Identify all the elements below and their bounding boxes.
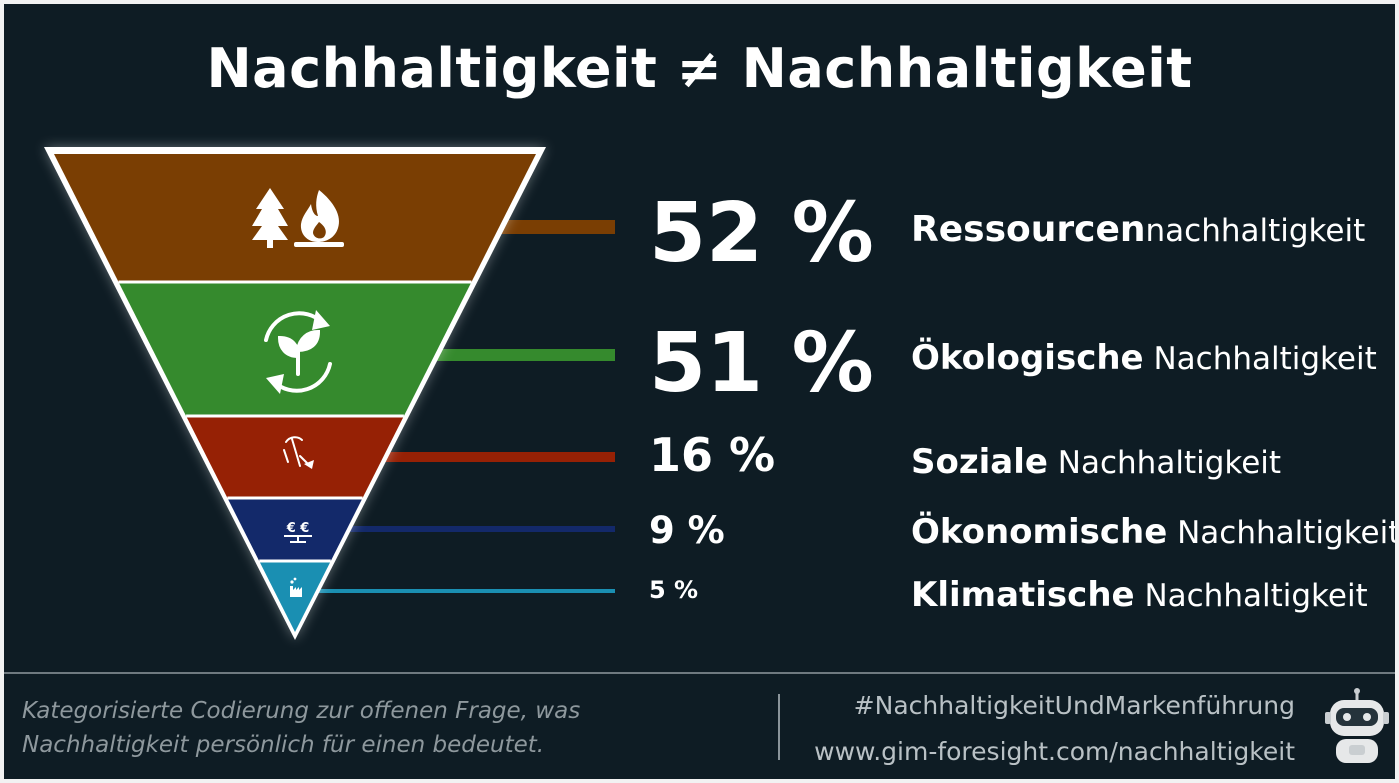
footer-divider <box>4 672 1395 674</box>
robot-logo-icon <box>1325 688 1389 763</box>
category-label-3: Soziale Nachhaltigkeit <box>911 442 1281 483</box>
category-label-5: Klimatische Nachhaltigkeit <box>911 575 1368 616</box>
website-link[interactable]: www.gim-foresight.com/nachhaltigkeit <box>814 737 1295 766</box>
category-label-rest: Nachhaltigkeit <box>1167 515 1399 551</box>
category-label-bold: Klimatische <box>911 575 1135 615</box>
footnote-line-1: Kategorisierte Codierung zur offenen Fra… <box>22 698 581 724</box>
category-label-bold: Ökologische <box>911 338 1144 378</box>
recycle-plant-icon <box>264 310 332 394</box>
category-label-rest: Nachhaltigkeit <box>1047 445 1282 481</box>
category-label-rest: Nachhaltigkeit <box>1143 341 1377 377</box>
funnel-segment-4 <box>227 498 363 561</box>
category-label-1: Ressourcennachhaltigkeit <box>911 210 1365 251</box>
value-label-2: 51 % <box>649 316 874 411</box>
category-label-4: Ökonomische Nachhaltigkeit <box>911 512 1399 553</box>
funnel-chart: € € <box>44 147 615 640</box>
value-label-5: 5 % <box>649 576 699 604</box>
hashtag-text: #NachhaltigkeitUndMarkenführung <box>853 691 1295 720</box>
svg-text:€ €: € € <box>286 521 310 536</box>
category-label-bold: Ressourcen <box>911 209 1146 250</box>
tree-fire-icon <box>252 188 344 248</box>
factory-icon <box>290 577 302 597</box>
value-label-3: 16 % <box>649 428 776 482</box>
mining-icon <box>283 436 314 469</box>
page-title: Nachhaltigkeit ≠ Nachhaltigkeit <box>206 37 1193 100</box>
footnote-line-2: Nachhaltigkeit persönlich für einen bede… <box>22 732 545 758</box>
category-label-bold: Ökonomische <box>911 512 1168 552</box>
euro-scale-icon: € € <box>284 521 312 543</box>
category-label-bold: Soziale <box>911 442 1048 482</box>
category-label-rest: Nachhaltigkeit <box>1134 578 1368 614</box>
value-label-1: 52 % <box>649 186 874 281</box>
funnel-segment-1 <box>54 154 536 282</box>
category-label-2: Ökologische Nachhaltigkeit <box>911 338 1377 379</box>
footer-separator <box>778 694 780 760</box>
funnel-segment-3 <box>186 416 404 498</box>
footnote: Kategorisierte Codierung zur offenen Fra… <box>22 694 580 762</box>
value-label-4: 9 % <box>649 509 725 552</box>
category-label-rest: nachhaltigkeit <box>1145 213 1366 249</box>
